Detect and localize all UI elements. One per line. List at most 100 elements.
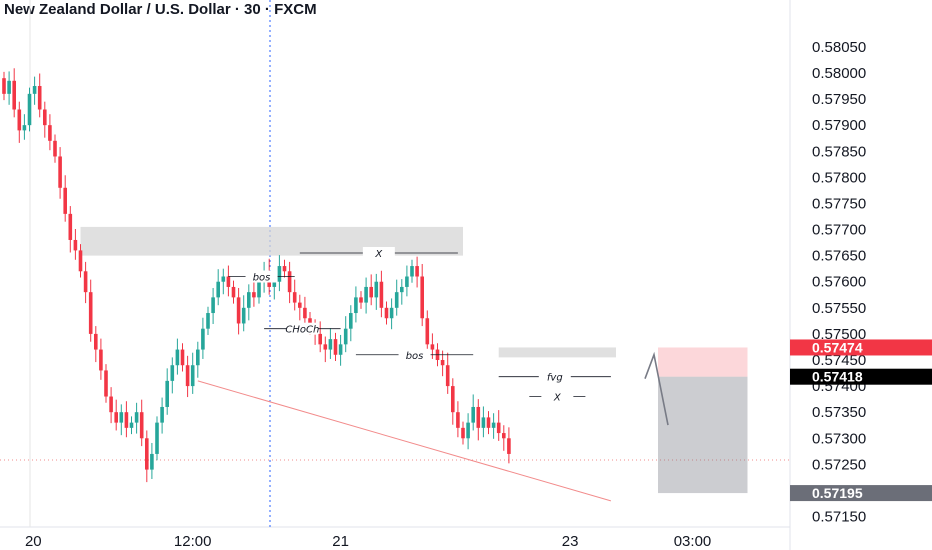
y-tick-label: 0.57650 — [812, 248, 866, 265]
candle-body — [211, 297, 215, 314]
candle — [119, 404, 124, 436]
y-tick-label: 0.57150 — [812, 509, 866, 526]
candle-body — [359, 297, 363, 303]
candle-body — [471, 406, 475, 423]
candle-body — [425, 318, 430, 345]
candle — [486, 411, 491, 435]
candle — [461, 421, 465, 445]
candle-body — [328, 339, 333, 350]
candle — [369, 274, 373, 306]
candle-body — [88, 292, 93, 334]
y-tick-label: 0.57700 — [812, 222, 866, 239]
candle-body — [165, 380, 169, 407]
x-tick-label: 23 — [562, 533, 579, 550]
x-tick-label: 12:00 — [174, 533, 212, 550]
y-tick-label: 0.57950 — [812, 91, 866, 108]
candle — [206, 306, 210, 335]
candle — [104, 364, 108, 403]
candle — [180, 343, 185, 372]
candle-body — [456, 412, 460, 428]
candle — [201, 317, 205, 359]
candle — [277, 255, 282, 292]
fvg-label: fvg — [547, 373, 563, 384]
y-tick-label: 0.57850 — [812, 143, 866, 160]
x-tick-label: 20 — [25, 533, 42, 550]
candle-body — [415, 266, 419, 277]
candle-body — [68, 213, 73, 240]
candle — [491, 413, 496, 439]
current-price-tag: 0.57474 — [812, 339, 863, 355]
candle — [221, 268, 226, 295]
x-low-label-bg — [541, 390, 574, 403]
candle — [17, 101, 22, 143]
candle-body — [170, 365, 175, 381]
candle — [338, 334, 343, 366]
projection-arrow — [644, 351, 669, 426]
y-tick-label: 0.57500 — [812, 326, 866, 343]
candle-body — [257, 281, 261, 298]
bos-2-label: bos — [406, 351, 424, 362]
candle — [471, 394, 475, 431]
y-tick-label: 0.58000 — [812, 65, 866, 82]
candle-body — [145, 438, 149, 470]
candle-body — [58, 156, 62, 188]
fvg-label-bg — [538, 370, 571, 383]
candle — [282, 259, 287, 278]
candle-body — [226, 276, 231, 287]
candle-body — [292, 292, 297, 303]
candle — [405, 265, 409, 297]
candle — [502, 425, 506, 451]
candle-body — [461, 427, 465, 439]
candle-body — [430, 344, 435, 350]
candle — [247, 284, 251, 321]
candle-body — [94, 333, 98, 350]
candle-body — [277, 266, 282, 282]
candle — [68, 206, 73, 253]
candle — [63, 175, 67, 222]
candle-body — [160, 406, 164, 423]
candle — [94, 326, 98, 363]
candle-body — [241, 307, 246, 324]
candle — [445, 352, 450, 394]
candle-body — [73, 239, 78, 251]
candle — [170, 357, 175, 394]
candle — [292, 279, 297, 311]
candle-body — [491, 422, 496, 428]
candle — [78, 244, 83, 278]
candle-body — [282, 266, 287, 272]
y-tick-label: 0.57350 — [812, 404, 866, 421]
candle-body — [185, 365, 190, 387]
candle-body — [22, 125, 27, 131]
candle-body — [104, 370, 108, 397]
candle-body — [180, 349, 185, 366]
candle — [359, 291, 363, 309]
candle — [114, 399, 118, 431]
candle — [216, 269, 220, 306]
candle-body — [349, 313, 353, 329]
candle — [379, 270, 384, 318]
candle — [88, 279, 93, 342]
candle-body — [476, 406, 481, 428]
candle — [43, 101, 47, 138]
candle-body — [124, 412, 129, 428]
candle — [394, 279, 399, 316]
candle-body — [400, 286, 404, 293]
candle — [22, 114, 27, 140]
candle-body — [221, 276, 226, 282]
stop-loss-zone — [658, 347, 748, 377]
candle-body — [129, 422, 134, 428]
candle-body — [323, 344, 328, 350]
candle-body — [2, 78, 6, 94]
candle-body — [343, 328, 348, 345]
candle — [83, 261, 88, 304]
candle-body — [216, 281, 220, 298]
candle — [287, 261, 292, 304]
candle — [354, 286, 358, 323]
x-high-label-bg — [362, 247, 395, 260]
candle-body — [364, 286, 368, 303]
candle-body — [190, 365, 195, 387]
candle-body — [206, 313, 210, 329]
candle — [507, 427, 511, 464]
candle-body — [440, 360, 445, 366]
